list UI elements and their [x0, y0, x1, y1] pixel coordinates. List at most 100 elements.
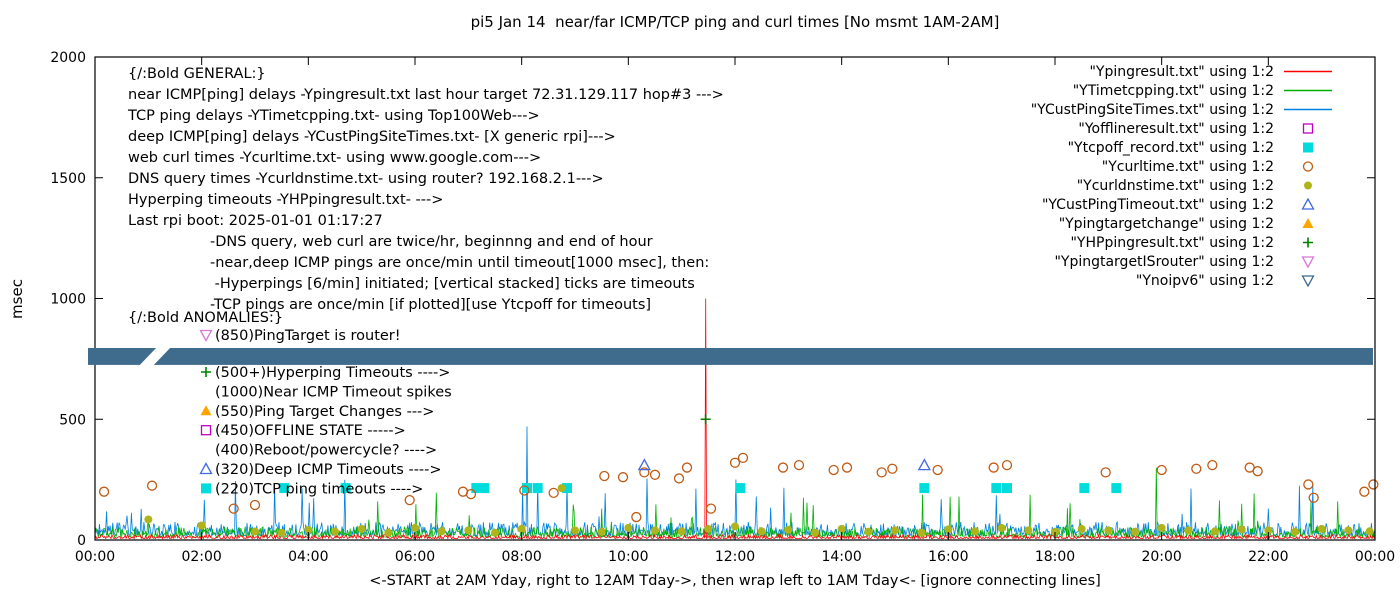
point-circle-open — [639, 467, 650, 478]
band-break-slash — [138, 346, 172, 367]
series-points-Ytcpoff_record.txt — [279, 483, 1122, 494]
point-square-filled — [1002, 483, 1012, 494]
point-circle-open — [1100, 467, 1111, 478]
anomaly-line: (400)Reboot/powercycle? ----> — [215, 443, 437, 459]
point-circle-open — [876, 467, 887, 478]
legend-key-Ynoipv6 — [1301, 275, 1315, 288]
point-circle-open — [828, 464, 839, 476]
point-circle-filled — [837, 524, 846, 533]
series-points-Ycurltime.txt — [98, 452, 1379, 523]
point-circle-filled — [384, 528, 393, 537]
point-square-filled — [532, 483, 543, 494]
point-circle-open — [737, 452, 749, 464]
point-square-filled — [340, 483, 351, 494]
point-circle-filled — [251, 527, 259, 536]
point-triangle-up-open — [637, 458, 651, 471]
anomaly-line: (1000)Near ICMP Timeout spikes — [215, 384, 452, 400]
point-circle-open — [519, 485, 530, 496]
legend-label: "YpingtargetISrouter" using 1:2 — [1054, 254, 1274, 270]
point-circle-open — [249, 499, 261, 511]
x-tick-label: 04:00 — [288, 549, 328, 565]
legend-label: "Ypingtargetchange" using 1:2 — [1059, 216, 1274, 232]
point-circle-filled — [491, 528, 499, 537]
chart-title: pi5 Jan 14 near/far ICMP/TCP ping and cu… — [470, 13, 1000, 31]
anomaly-marker — [199, 462, 213, 475]
y-tick-label: 0 — [77, 533, 86, 549]
point-circle-open — [404, 495, 415, 506]
anomaly-marker — [199, 329, 213, 342]
x-axis-label: <-START at 2AM Yday, right to 12AM Tday-… — [369, 573, 1101, 589]
point-circle-filled — [757, 527, 766, 536]
point-circle-filled — [811, 528, 819, 537]
x-tick-label: 22:00 — [1248, 549, 1288, 565]
point-circle-open — [1191, 463, 1202, 474]
y-tick-label: 500 — [59, 412, 86, 428]
point-square-filled — [735, 483, 746, 494]
series-points-YCustPingTimeout.txt — [637, 458, 931, 471]
point-circle-open — [841, 462, 853, 473]
x-tick-label: 00:00 — [1355, 549, 1395, 565]
general-line: Last rpi boot: 2025-01-01 01:17:27 — [128, 213, 383, 229]
point-circle-filled — [944, 525, 953, 534]
y-tick-label: 1000 — [50, 292, 86, 308]
point-circle-filled — [1131, 527, 1139, 536]
x-tick-label: 10:00 — [608, 549, 648, 565]
anomaly-line: (450)OFFLINE STATE -----> — [215, 423, 406, 439]
point-circle-filled — [411, 523, 419, 532]
point-circle-filled — [971, 527, 979, 536]
point-circle-filled — [1051, 527, 1059, 536]
general-line: deep ICMP[ping] delays -YCustPingSiteTim… — [128, 129, 616, 145]
band-rect — [88, 348, 1373, 365]
point-circle-open — [649, 469, 661, 480]
point-circle-filled — [1264, 526, 1273, 535]
x-tick-label: 20:00 — [1141, 549, 1181, 565]
point-circle-open — [793, 459, 805, 471]
legend-key-Ycurldnstime.txt — [1304, 181, 1312, 190]
y-tick-label: 2000 — [50, 50, 86, 66]
series-points-YHPpingresult.txt — [700, 414, 711, 425]
x-tick-label: 06:00 — [395, 549, 435, 565]
point-circle-open — [1359, 486, 1370, 497]
point-circle-open — [599, 470, 610, 482]
x-tick-label: 18:00 — [1035, 549, 1075, 565]
schedule-line: -TCP pings are once/min [if plotted][use… — [210, 297, 651, 313]
point-circle-filled — [331, 527, 339, 536]
series-points-Ycurldnstime.txt — [144, 484, 1374, 537]
legend-label: "YCustPingSiteTimes.txt" using 1:2 — [1031, 102, 1274, 118]
legend-label: "Ynoipv6" using 1:2 — [1136, 273, 1274, 289]
point-circle-filled — [197, 521, 206, 530]
point-circle-filled — [997, 523, 1006, 532]
point-square-filled — [991, 483, 1002, 494]
point-square-filled — [562, 483, 572, 494]
legend-label: "Ytcpoff_record.txt" using 1:2 — [1068, 140, 1274, 156]
legend-label: "Ycurldnstime.txt" using 1:2 — [1077, 178, 1274, 194]
anomaly-marker — [201, 367, 211, 377]
point-circle-filled — [731, 522, 739, 531]
x-tick-label: 02:00 — [181, 549, 221, 565]
point-circle-open — [729, 457, 741, 468]
legend-label: "Ypingresult.txt" using 1:2 — [1089, 64, 1274, 80]
general-line: web curl times -Ycurltime.txt- using www… — [128, 150, 541, 166]
point-circle-open — [1001, 459, 1013, 471]
legend-key-Ytcpoff_record.txt — [1303, 142, 1313, 153]
anomaly-marker — [201, 483, 211, 494]
point-triangle-up-open — [917, 458, 931, 471]
point-circle-filled — [891, 526, 899, 535]
general-line: TCP ping delays -YTimetcpping.txt- using… — [127, 108, 540, 124]
point-circle-open — [548, 487, 559, 499]
legend-key-YpingtargetISrouter — [1301, 256, 1315, 269]
point-circle-filled — [677, 527, 686, 536]
point-circle-open — [673, 473, 685, 484]
point-circle-filled — [704, 524, 713, 533]
point-circle-filled — [277, 528, 286, 537]
legend: "Ypingresult.txt" using 1:2 "YTimetcpping… — [1031, 64, 1332, 289]
legend-label: "YCustPingTimeout.txt" using 1:2 — [1042, 197, 1274, 213]
point-circle-open — [617, 472, 629, 483]
point-circle-filled — [1365, 527, 1374, 536]
point-circle-filled — [1317, 524, 1326, 533]
anomaly-line: (320)Deep ICMP Timeouts ----> — [215, 462, 442, 478]
point-circle-open — [465, 488, 477, 500]
point-circle-open — [988, 462, 999, 473]
